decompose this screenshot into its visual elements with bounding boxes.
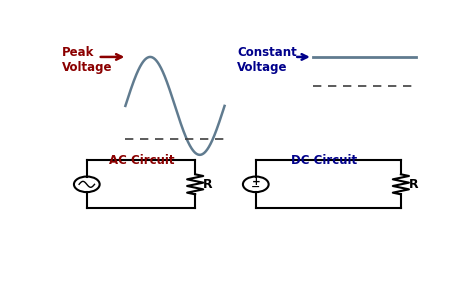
Text: +: + bbox=[251, 177, 260, 187]
Text: −: − bbox=[251, 181, 261, 192]
Text: AC Circuit: AC Circuit bbox=[109, 154, 174, 167]
Text: R: R bbox=[203, 178, 213, 191]
Text: Constant
Voltage: Constant Voltage bbox=[237, 46, 297, 74]
Text: Peak
Voltage: Peak Voltage bbox=[62, 46, 113, 74]
Text: R: R bbox=[409, 178, 419, 191]
Text: DC Circuit: DC Circuit bbox=[291, 154, 357, 167]
